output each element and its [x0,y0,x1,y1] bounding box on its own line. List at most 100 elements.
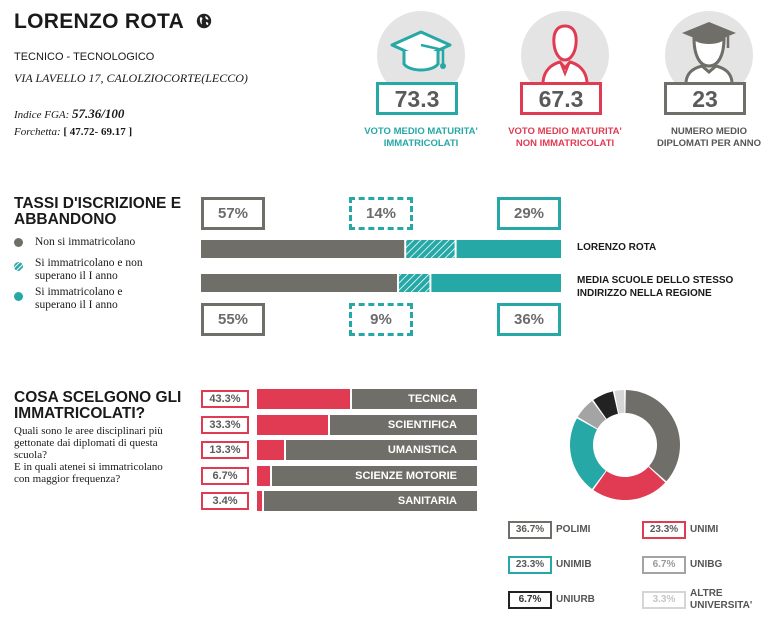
area-label: TECNICA [408,393,457,405]
fga-label: Indice FGA: [14,109,70,121]
kpi-caption-line2: NON IMMATRICOLATI [515,138,615,149]
university-pct-box: 23.3% [642,521,686,539]
bar-segment-non-superano [399,274,430,292]
area-label: SCIENTIFICA [387,418,457,431]
university-pct-box: 36.7% [508,521,552,539]
legend-line2: superano il I anno [35,270,118,282]
kpi-diplomati-value: 23 [664,82,746,115]
university-pct-box: 23.3% [508,556,552,574]
school-title: LORENZO ROTA [14,10,185,33]
area-bar-rest [264,491,477,511]
area-bar-value [257,491,263,511]
legend-non-immatricolano: Non si immatricolano [35,236,135,249]
area-bar-value [257,389,351,409]
bar-segment-superano [456,240,561,258]
universities-donut-chart [570,390,680,500]
area-pct-box: 43.3% [201,390,249,408]
area-pct-box: 13.3% [201,441,249,459]
kpi-non-immatricolati-caption: VOTO MEDIO MATURITA' NON IMMATRICOLATI [490,126,640,150]
fga-value: 57.36/100 [72,106,125,121]
university-pct-box: 6.7% [508,591,552,609]
legend-dot-non-superano [14,262,23,271]
globe-icon[interactable] [196,13,212,29]
university-name-line1: UNIMI [690,524,719,535]
area-pct-box: 6.7% [201,466,249,485]
kpi-caption-line2: DIPLOMATI PER ANNO [657,138,761,149]
area-label: SCIENZE MOTORIE [355,469,457,482]
area-label: SANITARIA [397,495,457,507]
university-name: UNIBG [690,559,722,571]
kpi-immatricolati-value: 73.3 [376,82,458,115]
pct-top-superano: 29% [497,197,561,230]
graduate-person-icon [682,22,736,82]
bar-segment-non-superano [406,240,455,258]
area-bar-value [257,414,329,435]
fga-index: Indice FGA: 57.36/100 [14,106,124,122]
row-label-school: LORENZO ROTA [577,242,657,253]
legend-non-superano: Si immatricolano e non superano il I anno [35,257,143,283]
scelte-title-line1: COSA SCELGONO GLI [14,389,182,406]
university-name: UNIMI [690,524,718,536]
question-line1: Quali sono le aree disciplinari più [14,425,163,437]
donut-slice-uniurb [593,391,618,419]
university-pct-box: 6.7% [642,556,686,574]
school-type: TECNICO - TECNOLOGICO [14,51,155,63]
area-bar-rest [352,389,477,409]
scelte-title: COSA SCELGONO GLI IMMATRICOLATI? [14,390,181,422]
area-bar-rest [286,440,477,460]
donut-slice-unimi [593,466,666,500]
fork-label: Forchetta: [14,126,61,138]
legend-line1: Si immatricolano e non [35,257,143,269]
legend-superano: Si immatricolano e superano il I anno [35,286,123,312]
kpi-caption-line2: IMMATRICOLATI [383,138,459,149]
legend-dot-superano [14,292,23,301]
university-name: UNIURB [556,594,595,606]
university-pct-box: 3.3% [642,591,686,609]
question-line3: scuola? [14,449,47,461]
bar-segment-non-immatricolano [201,240,405,258]
university-name-line1: UNIURB [556,594,595,605]
donut-slice-polimi [625,390,680,482]
pct-bottom-superano: 36% [497,303,561,336]
university-name-line1: UNIMIB [556,559,592,570]
pct-top-non-immatricolano: 57% [201,197,265,230]
row-label-region: MEDIA SCUOLE DELLO STESSO INDIRIZZO NELLA… [577,274,733,300]
person-icon [541,24,589,82]
area-pct-box: 33.3% [201,415,249,434]
area-bar-rest [330,414,477,435]
pct-bottom-non-immatricolano: 55% [201,303,265,336]
tassi-title: TASSI D'ISCRIZIONE E ABBANDONO [14,196,181,228]
university-name-line1: POLIMI [556,524,591,535]
row-label-line2: INDIRIZZO NELLA REGIONE [577,288,712,299]
scelte-title-line2: IMMATRICOLATI? [14,405,146,422]
question-line5: con maggior frequenza? [14,473,121,485]
pct-top-non-superano: 14% [349,197,413,230]
donut-slice-unibg [577,400,606,429]
fork-range: Forchetta: [ 47.72- 69.17 ] [14,126,132,138]
donut-slice-altre-universita [614,390,625,414]
area-bar-value [257,440,285,460]
university-name: UNIMIB [556,559,592,571]
legend-dot-non-immatricolano [14,238,23,247]
university-name: ALTRE UNIVERSITA' [690,588,752,612]
donut-slice-unimib [570,418,606,490]
kpi-immatricolati-caption: VOTO MEDIO MATURITA' IMMATRICOLATI [346,126,496,150]
university-name-line2: UNIVERSITA' [690,600,753,611]
area-bar-value [257,465,270,486]
university-name-line1: UNIBG [690,559,723,570]
kpi-diplomati-caption: NUMERO MEDIO DIPLOMATI PER ANNO [634,126,780,150]
legend-line2: superano il I anno [35,299,118,311]
school-address: VIA LAVELLO 17, CALOLZIOCORTE(LECCO) [14,71,248,85]
university-name: POLIMI [556,524,590,536]
university-name-line1: ALTRE [690,588,723,599]
tassi-title-line1: TASSI D'ISCRIZIONE E [14,195,182,212]
kpi-caption-line1: NUMERO MEDIO [671,126,747,137]
question-line4: E in quali atenei si immatricolano [14,461,163,473]
tassi-stacked-bars [201,240,561,292]
legend-line1: Non si immatricolano [35,236,136,248]
fork-value: [ 47.72- 69.17 ] [63,126,133,138]
tassi-title-line2: ABBANDONO [14,211,117,228]
kpi-caption-line1: VOTO MEDIO MATURITA' [508,126,622,137]
kpi-caption-line1: VOTO MEDIO MATURITA' [364,126,478,137]
scelte-question: Quali sono le aree disciplinari più gett… [14,425,163,485]
